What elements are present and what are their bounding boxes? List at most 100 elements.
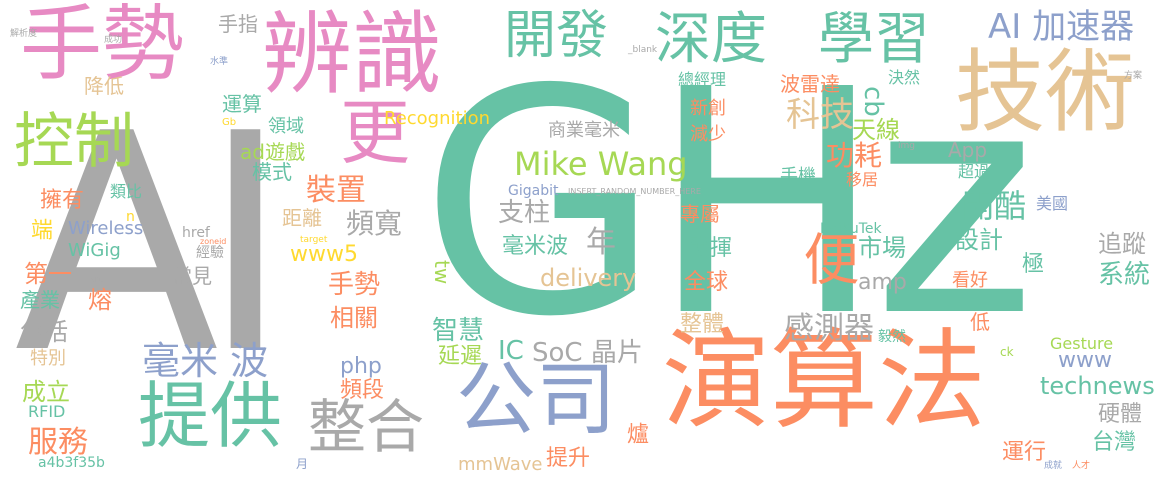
word-shoushi-small: 手勢	[328, 270, 381, 300]
word-jishu: 技術	[955, 40, 1135, 145]
word-wigig: WiGig	[68, 240, 121, 261]
word-jianshao: 減少	[690, 124, 726, 145]
word-meiguo: 美國	[1036, 194, 1069, 213]
word-chengli: 成立	[22, 378, 70, 406]
word-boleida: 波雷達	[780, 72, 840, 96]
word-quanqiu: 全球	[684, 270, 729, 295]
word-shouzhi: 手指	[218, 12, 258, 36]
word-chanye: 產業	[20, 288, 60, 312]
word-blank: _blank	[628, 45, 658, 55]
word-ai: AI	[14, 70, 290, 419]
word-gesture: Gesture	[1050, 334, 1114, 353]
word-rong: 熔	[88, 286, 112, 314]
word-xinchuang: 新創	[690, 98, 726, 119]
word-zhuanshu: 專屬	[680, 202, 720, 226]
word-shuizhun: 水準	[210, 57, 229, 67]
word-wireless: Wireless	[68, 218, 144, 239]
word-haomibo: 毫米波	[502, 234, 569, 259]
word-luzao: 爐	[623, 422, 648, 444]
word-shichang: 市場	[858, 234, 906, 262]
word-tisheng: 提升	[546, 446, 591, 471]
word-mike-wang: Mike Wang	[514, 145, 688, 183]
word-haomibo-split: 毫米 波	[142, 339, 269, 383]
word-ai-jiasuqi: AI 加速器	[988, 7, 1135, 47]
word-img: img	[898, 141, 915, 151]
word-tianxian: 天線	[852, 116, 900, 144]
word-bianshi: 辨識	[262, 2, 442, 107]
word-gb: Gb	[222, 117, 237, 128]
word-soc-jingpian: SoC 晶片	[532, 338, 643, 368]
word-zhihui: 智慧	[432, 316, 485, 346]
word-href: href	[182, 225, 210, 241]
word-jiexi: 解析度	[10, 29, 38, 39]
word-tw: tw	[430, 260, 454, 285]
word-ganceqi: 感測器	[784, 311, 874, 346]
word-jingyan: 經驗	[196, 245, 224, 261]
word-changjian: 常見	[172, 264, 212, 288]
word-yiju: 移居	[846, 170, 879, 189]
word-jiangdi: 降低	[84, 74, 124, 98]
word-xuexi: 學習	[818, 7, 930, 72]
word-duan: 端	[27, 218, 52, 240]
word-target: target	[300, 235, 328, 245]
word-ad-youxi: ad遊戲	[240, 140, 305, 164]
word-zhizhu: 支柱	[498, 198, 551, 228]
word-technews: technews	[1040, 372, 1155, 400]
word-tebie: 特別	[30, 348, 66, 369]
word-ic: IC	[498, 336, 524, 366]
word-gongsi: 公司	[456, 353, 616, 446]
word-yingti: 硬體	[1098, 402, 1143, 427]
word-php: php	[340, 354, 382, 379]
word-fuwu: 服務	[28, 425, 88, 460]
word-rfid: RFID	[28, 402, 66, 421]
word-pinduan: 頻段	[340, 378, 385, 403]
word-yansuanfa: 演算法	[662, 319, 987, 444]
word-xiangguan: 相關	[330, 304, 378, 332]
word-zhenghe: 整合	[308, 393, 425, 461]
word-delivery: delivery	[540, 264, 637, 292]
word-shoushi: 手勢	[20, 0, 185, 92]
word-sheji: 設計	[955, 226, 1003, 254]
word-zongjingli: 總經理	[678, 70, 727, 89]
word-ck: ck	[1000, 345, 1014, 359]
word-insert-random: INSERT_RANDOM_NUMBER_HERE	[568, 187, 701, 196]
word-n: n	[126, 209, 135, 225]
word-ji: 極	[1022, 252, 1045, 277]
word-src: src	[90, 275, 104, 285]
word-yanchi: 延遲	[438, 344, 483, 369]
word-yue: 月	[296, 457, 309, 471]
word-gongyao: 功耗	[826, 139, 883, 172]
word-juli: 距離	[282, 206, 322, 230]
word-cb: cb	[858, 86, 888, 117]
word-lingyu: 領域	[268, 116, 304, 137]
word-chengjiu: 成就	[1044, 461, 1063, 471]
word-gigabit: Gigabit	[508, 183, 559, 199]
word-kaikutek: KaiKuTek	[820, 221, 882, 237]
word-shendu: 深度	[655, 7, 767, 72]
word-bian: 便	[794, 230, 859, 286]
word-leibi: 類比	[110, 182, 143, 201]
word-rencai: 人才	[1072, 461, 1091, 471]
word-mmwave: mmWave	[458, 454, 543, 475]
word-juere: 決然	[888, 68, 921, 87]
word-zhengti: 整體	[680, 312, 725, 337]
word-a4b3f35b: a4b3f35b	[38, 455, 105, 471]
word-kanhao: 看好	[952, 270, 988, 291]
word-yunxing: 運行	[1002, 440, 1047, 465]
word-pinkuan: 頻寬	[346, 207, 403, 240]
word-kongzhi: 控制	[14, 107, 134, 177]
word-www5: www5	[290, 242, 358, 267]
word-kaifa: 開發	[504, 6, 609, 66]
word-moshi: 模式	[252, 160, 292, 184]
word-shouji: 手機	[780, 166, 816, 187]
word-xitong: 系統	[1098, 260, 1151, 290]
word-chenggong: 成功	[104, 35, 123, 45]
word-shangye-haomi: 商業毫米	[548, 120, 620, 141]
word-diyi: 第一	[24, 260, 72, 288]
word-zhuangzhi: 裝置	[306, 173, 366, 208]
word-nian: 年	[586, 225, 616, 260]
word-kemeji: 科技	[786, 95, 854, 135]
word-yiran: 毅然	[878, 329, 906, 345]
word-taiwan: 台灣	[1092, 430, 1137, 455]
